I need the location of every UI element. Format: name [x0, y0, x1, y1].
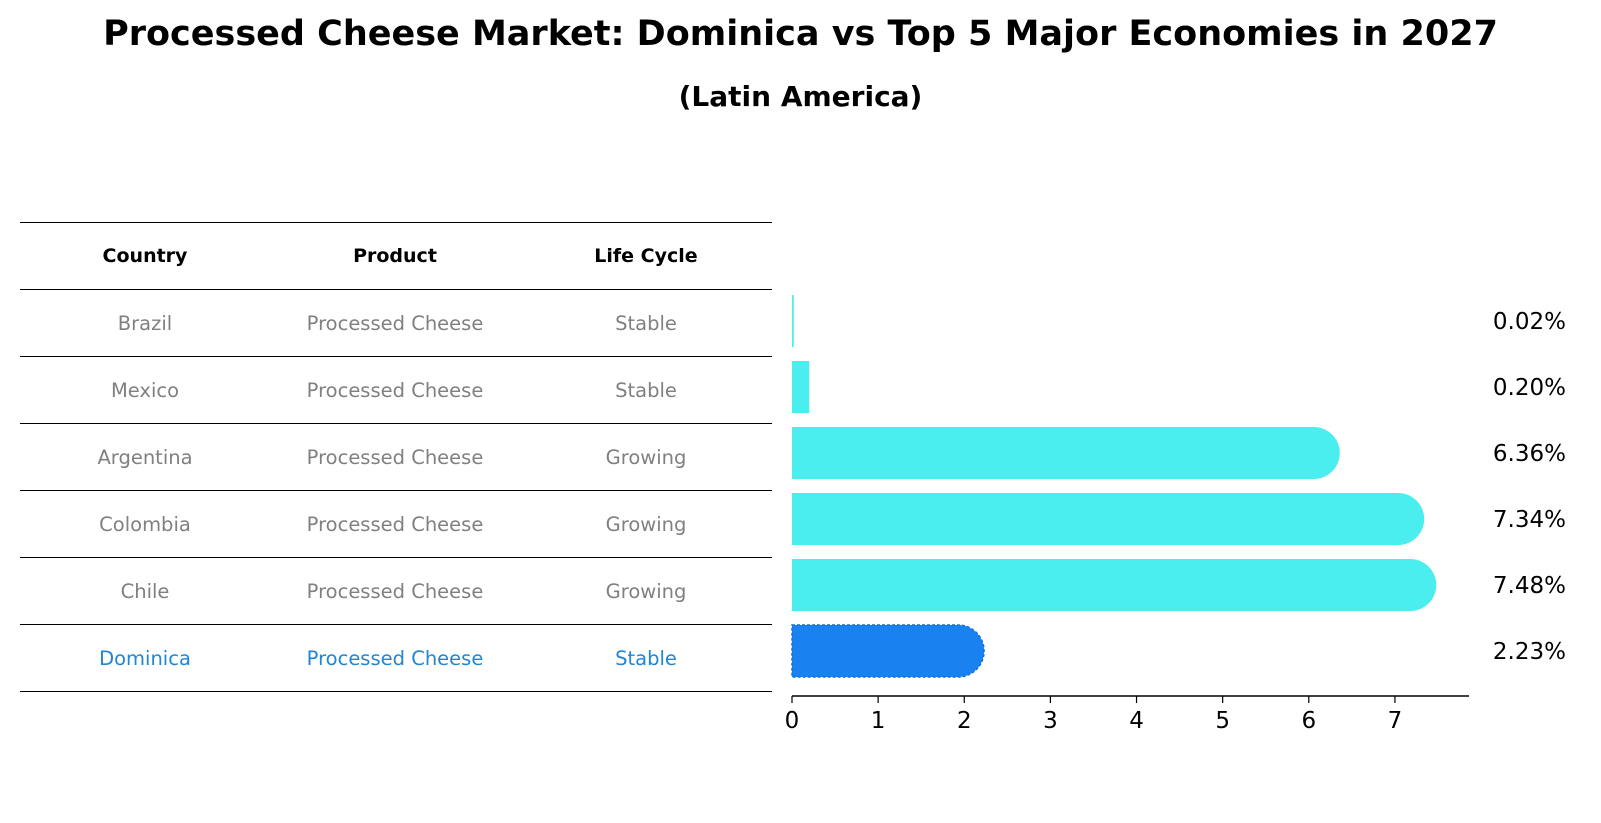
x-tick-label: 1 [871, 708, 886, 734]
value-label: 7.34% [1493, 507, 1566, 533]
cell-country: Mexico [110, 378, 180, 402]
cell-life-cycle: Stable [615, 311, 677, 335]
x-tick-label: 7 [1388, 708, 1403, 734]
cell-product: Processed Cheese [306, 378, 484, 402]
chart-title: Processed Cheese Market: Dominica vs Top… [103, 14, 1498, 54]
x-tick-label: 5 [1215, 708, 1230, 734]
header-product: Product [353, 245, 437, 267]
table-row: Colombia Processed Cheese Growing [20, 490, 772, 557]
cell-country: Argentina [97, 445, 193, 469]
table-row: Brazil Processed Cheese Stable [20, 289, 772, 356]
bar-argentina [792, 427, 1340, 479]
x-tick-label: 4 [1129, 708, 1144, 734]
header-life-cycle: Life Cycle [594, 245, 698, 267]
header-country: Country [102, 245, 188, 267]
bar-mexico [792, 361, 810, 413]
x-tick-label: 0 [785, 708, 800, 734]
value-label: 0.02% [1493, 309, 1566, 335]
value-label: 7.48% [1493, 573, 1566, 599]
data-table: Country Product Life Cycle Brazil Proces… [20, 222, 772, 692]
cell-product: Processed Cheese [306, 445, 484, 469]
x-tick-label: 2 [957, 708, 972, 734]
table-header-row: Country Product Life Cycle [20, 222, 772, 289]
cell-product: Processed Cheese [306, 646, 484, 670]
cell-country: Chile [120, 579, 170, 603]
bar-chile [792, 559, 1437, 611]
chart-subtitle: (Latin America) [678, 80, 923, 113]
cell-country: Dominica [99, 646, 191, 670]
cell-life-cycle: Growing [605, 445, 687, 469]
table-row: Mexico Processed Cheese Stable [20, 356, 772, 423]
cell-country: Colombia [99, 512, 191, 536]
x-tick-label: 6 [1301, 708, 1316, 734]
cell-life-cycle: Stable [615, 378, 677, 402]
cell-product: Processed Cheese [306, 311, 484, 335]
table-row: Argentina Processed Cheese Growing [20, 423, 772, 490]
bar-colombia [792, 493, 1425, 545]
cell-product: Processed Cheese [306, 579, 484, 603]
cell-life-cycle: Growing [605, 512, 687, 536]
bar-dominica [791, 624, 985, 678]
table-row: Chile Processed Cheese Growing [20, 557, 772, 624]
bar-brazil [792, 295, 794, 347]
cell-product: Processed Cheese [306, 512, 484, 536]
cell-life-cycle: Stable [615, 646, 677, 670]
x-tick-label: 3 [1043, 708, 1058, 734]
value-label: 6.36% [1493, 441, 1566, 467]
cell-country: Brazil [117, 311, 173, 335]
table-row-highlight: Dominica Processed Cheese Stable [20, 624, 772, 692]
value-label: 2.23% [1493, 639, 1566, 665]
value-label: 0.20% [1493, 375, 1566, 401]
cell-life-cycle: Growing [605, 579, 687, 603]
